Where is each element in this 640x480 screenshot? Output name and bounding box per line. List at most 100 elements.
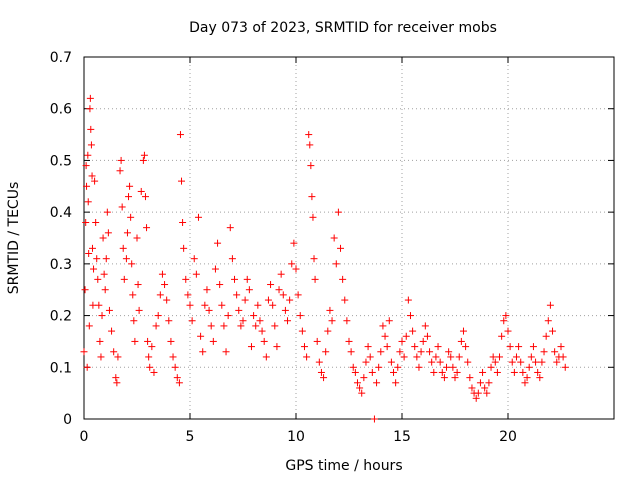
x-tick-label: 5 (186, 429, 195, 445)
data-point (373, 379, 381, 387)
data-point (237, 322, 245, 330)
data-point (141, 193, 149, 201)
data-point (421, 322, 429, 330)
data-point (178, 177, 186, 185)
data-point (116, 167, 124, 175)
data-point (176, 131, 184, 139)
data-point (483, 389, 491, 397)
data-point (559, 353, 567, 361)
data-point (440, 374, 448, 382)
data-point (80, 348, 88, 356)
data-point (457, 337, 465, 345)
data-point (83, 182, 91, 190)
data-point (184, 291, 192, 299)
data-point (284, 317, 292, 325)
data-point (339, 275, 347, 283)
data-point (332, 260, 340, 268)
data-point (392, 379, 400, 387)
y-tick-label: 0.3 (50, 257, 72, 273)
data-point (455, 353, 463, 361)
data-point (525, 363, 533, 371)
data-point (536, 374, 544, 382)
data-point (351, 368, 359, 376)
data-point (93, 255, 101, 263)
data-point (186, 301, 194, 309)
data-point (133, 234, 141, 242)
data-point (169, 353, 177, 361)
data-point (328, 317, 336, 325)
x-axis-label: GPS time / hours (285, 458, 402, 474)
data-point (218, 301, 226, 309)
data-point (82, 218, 90, 226)
data-point (402, 332, 410, 340)
data-point (466, 374, 474, 382)
data-point (267, 281, 275, 289)
data-point (322, 348, 330, 356)
data-point (288, 260, 296, 268)
data-point (94, 275, 102, 283)
data-point (90, 265, 98, 273)
data-point (415, 363, 423, 371)
data-point (506, 343, 514, 351)
data-point (434, 343, 442, 351)
data-point (398, 337, 406, 345)
data-point (356, 384, 364, 392)
data-point (368, 368, 376, 376)
data-point (233, 291, 241, 299)
data-point (214, 239, 222, 247)
data-point (472, 394, 480, 402)
y-axis-label: SRMTID / TECUs (6, 182, 22, 295)
data-point (84, 151, 92, 159)
data-point (179, 218, 187, 226)
plot-frame (83, 56, 615, 420)
data-point (92, 218, 100, 226)
data-point (449, 363, 457, 371)
data-point (139, 156, 147, 164)
data-point (432, 353, 440, 361)
data-point (100, 270, 108, 278)
data-point (152, 322, 160, 330)
data-point (245, 286, 253, 294)
data-point (82, 162, 90, 170)
data-point (247, 343, 255, 351)
data-point (428, 358, 436, 366)
data-point (417, 348, 425, 356)
data-point (309, 213, 317, 221)
data-point (140, 151, 148, 159)
data-point (447, 353, 455, 361)
data-point (182, 275, 190, 283)
data-point (557, 343, 565, 351)
data-point (120, 275, 128, 283)
data-point (400, 353, 408, 361)
data-point (445, 348, 453, 356)
data-point (137, 187, 145, 195)
data-point (320, 374, 328, 382)
data-point (199, 348, 207, 356)
y-tick-label: 0.4 (50, 205, 72, 221)
data-point (264, 296, 272, 304)
data-point (88, 172, 96, 180)
data-point (385, 317, 393, 325)
data-point (487, 363, 495, 371)
data-point (523, 374, 531, 382)
data-point (201, 301, 209, 309)
data-point (117, 156, 125, 164)
data-point (311, 275, 319, 283)
y-tick-label: 0.5 (50, 153, 72, 169)
data-point (112, 374, 120, 382)
data-point (101, 286, 109, 294)
data-point (423, 332, 431, 340)
data-point (190, 255, 198, 263)
data-point (135, 306, 143, 314)
data-point (306, 141, 314, 149)
y-tick-label: 0 (63, 412, 72, 428)
data-point (326, 306, 334, 314)
data-point (430, 368, 438, 376)
data-point (298, 327, 306, 335)
data-point (553, 358, 561, 366)
data-point (129, 291, 137, 299)
data-point (453, 368, 461, 376)
data-point (366, 353, 374, 361)
data-point (205, 306, 213, 314)
data-point (254, 301, 262, 309)
